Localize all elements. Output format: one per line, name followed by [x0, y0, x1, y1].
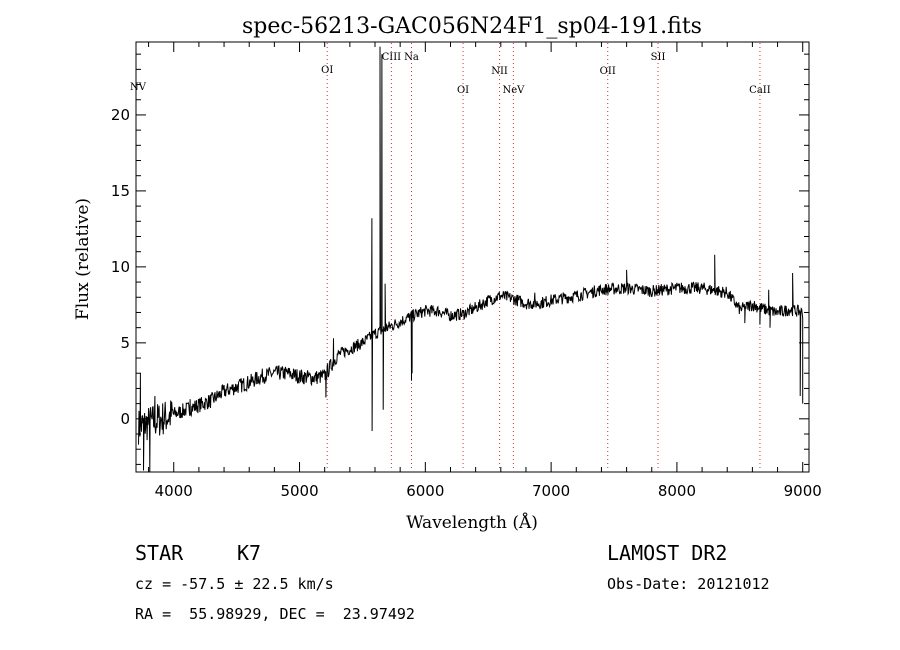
x-tick-label: 5000: [280, 482, 318, 500]
x-tick-label: 4000: [155, 482, 193, 500]
line-marker-label: CaII: [749, 85, 771, 96]
plot-frame: [135, 41, 810, 473]
line-marker-label: OI: [457, 85, 469, 96]
x-tick-label: 9000: [784, 482, 822, 500]
line-marker-label: OII: [600, 66, 616, 77]
line-marker-label: NeV: [502, 85, 525, 96]
line-marker-label: NII: [491, 66, 508, 77]
redshift-readout: cz = -57.5 ± 22.5 km/s: [135, 575, 334, 593]
y-tick-label: 15: [111, 182, 130, 200]
y-tick-label: 20: [111, 106, 130, 124]
y-tick-label: 0: [120, 410, 130, 428]
object-class: STAR: [135, 541, 184, 565]
y-tick-label: 10: [111, 258, 130, 276]
line-marker-label: NV: [130, 82, 147, 93]
chart-title: spec-56213-GAC056N24F1_sp04-191.fits: [242, 14, 702, 39]
axis-ticks: 4000 5000 6000 7000 8000 9000 0 5 10 15 20: [111, 42, 822, 500]
y-axis-label: Flux (relative): [73, 198, 93, 320]
x-tick-label: 8000: [658, 482, 696, 500]
y-tick-label: 5: [120, 334, 130, 352]
line-marker-label: SII: [651, 52, 666, 63]
subclass: K7: [237, 541, 262, 565]
observation-date: Obs-Date: 20121012: [607, 575, 770, 593]
spectrum-line: [138, 46, 804, 473]
line-marker-label: CIII: [382, 52, 402, 63]
line-marker-label: Na: [404, 52, 419, 63]
x-tick-label: 6000: [406, 482, 444, 500]
coordinates-readout: RA = 55.98929, DEC = 23.97492: [135, 605, 415, 623]
survey-name: LAMOST DR2: [607, 541, 728, 565]
x-tick-label: 7000: [532, 482, 570, 500]
line-markers: NV OI CIII Na OI NII NeV OII SII CaII: [130, 43, 771, 471]
x-axis-label: Wavelength (Å): [406, 512, 538, 533]
line-marker-label: OI: [321, 65, 333, 76]
